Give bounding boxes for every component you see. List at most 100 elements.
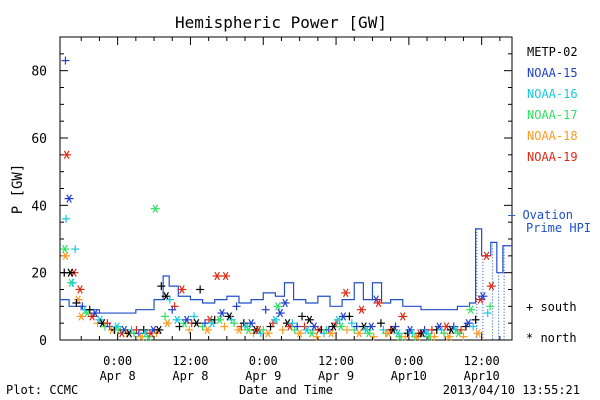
point-stroke [488,281,495,291]
point-stroke [407,325,413,335]
north-point-NOAA-15 [182,315,192,324]
point-stroke [426,332,433,341]
south-point-NOAA-19 [457,325,466,334]
point-stroke [330,322,337,331]
north-point-METP-02 [154,325,164,335]
ovation-legend-label-1: — Ovation [508,208,573,222]
point-stroke [275,302,281,311]
north-point-NOAA-18 [73,295,83,304]
north-point-NOAA-17 [307,329,317,338]
south-point-NOAA-15 [261,305,270,314]
point-stroke [222,271,229,281]
north-point-NOAA-19 [221,271,231,281]
point-stroke [236,325,242,335]
north-point-NOAA-18 [473,329,483,338]
ovation-step-path [60,228,512,314]
legend-item-noaa-19: NOAA-19 [527,150,578,164]
south-point-NOAA-15 [293,322,302,331]
south-point-NOAA-15 [352,322,361,331]
point-stroke [306,315,313,324]
point-stroke [193,318,200,328]
north-point-METP-02 [192,318,202,328]
point-stroke [338,322,344,331]
point-stroke [467,305,474,314]
north-point-NOAA-17 [466,305,476,314]
point-stroke [138,332,145,341]
south-point-NOAA-18 [220,322,229,331]
north-point-NOAA-17 [150,204,160,213]
point-stroke [89,312,95,321]
point-stroke [277,308,284,318]
y-tick-label: 60 [31,132,47,147]
south-point-NOAA-16 [68,278,77,287]
point-stroke [465,318,472,328]
point-stroke [174,315,180,324]
axes-frame [59,36,513,341]
north-point-METP-02 [65,268,75,277]
south-point-METP-02 [72,298,81,307]
point-stroke [480,292,486,301]
north-point-NOAA-18 [263,329,273,338]
north-point-NOAA-16 [172,315,182,324]
point-stroke [209,318,216,328]
north-point-NOAA-18 [354,329,364,338]
marker-legend-north: * north [526,331,577,345]
north-point-NOAA-15 [366,322,376,331]
y-axis: 0 20 40 60 80 [31,36,512,349]
south-point-NOAA-15 [61,56,70,65]
chart-title: Hemispheric Power [GW] [175,13,387,32]
north-point-NOAA-18 [326,329,336,338]
south-point-NOAA-18 [185,325,194,334]
x-tick-label-time: 12:00 [464,354,500,368]
plot-credit: Plot: CCMC [6,383,78,397]
point-stroke [446,332,452,341]
y-tick-label: 80 [31,65,47,80]
south-point-METP-02 [298,312,307,321]
south-point-NOAA-15 [391,322,400,331]
x-tick-label-date: Apr 9 [245,369,281,383]
north-point-NOAA-17 [60,244,70,254]
point-stroke [216,315,223,324]
north-point-NOAA-19 [482,251,492,261]
point-stroke [311,322,317,331]
point-stroke [245,325,252,335]
point-stroke [62,244,68,254]
legend-item-metp-02: METP-02 [527,45,578,59]
south-point-NOAA-18 [369,332,378,341]
x-tick-label-date: Apr 8 [172,369,208,383]
point-stroke [483,251,490,261]
point-stroke [287,322,293,331]
south-point-NOAA-16 [71,245,80,254]
x-tick-label-date: Apr10 [391,369,427,383]
x-tick-label-time: 12:00 [318,354,354,368]
south-point-NOAA-18 [278,325,287,334]
north-point-NOAA-15 [275,308,285,318]
legend-item-noaa-15: NOAA-15 [527,66,578,80]
point-stroke [366,329,372,338]
point-stroke [356,329,362,338]
point-stroke [62,251,69,261]
south-point-NOAA-16 [288,319,297,328]
south-point-METP-02 [471,315,480,324]
north-point-NOAA-17 [215,315,225,324]
south-point-NOAA-16 [483,309,492,318]
x-axis-label: Date and Time [239,383,333,397]
point-stroke [436,322,442,331]
north-point-NOAA-18 [162,318,172,328]
legend-item-noaa-18: NOAA-18 [527,129,578,143]
south-point-METP-02 [345,312,354,321]
north-point-NOAA-17 [273,302,283,311]
plot-timestamp: 2013/04/10 13:55:21 [443,383,580,397]
point-stroke [335,315,342,324]
point-stroke [156,325,162,335]
point-stroke [340,312,347,321]
point-stroke [219,308,225,318]
point-stroke [328,329,334,338]
x-tick-label-time: 0:00 [249,354,278,368]
north-point-NOAA-19 [212,271,222,281]
point-stroke [400,312,406,321]
data-points [60,56,496,341]
north-point-NOAA-19 [341,288,351,298]
south-point-METP-02 [376,319,385,328]
